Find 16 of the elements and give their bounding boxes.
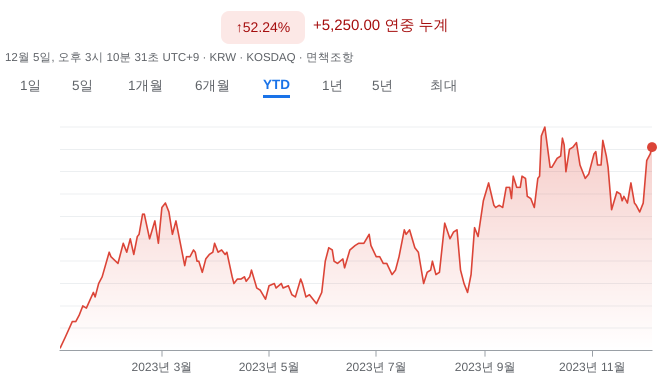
text: 5일	[72, 77, 94, 95]
x-tick-label: 2023년 7월	[346, 360, 407, 374]
x-tick-label: 2023년 3월	[132, 360, 192, 374]
text: 최대	[430, 77, 458, 95]
text: 5년	[372, 77, 394, 95]
x-tick-label: 2023년 9월	[454, 360, 516, 374]
text: 1년	[322, 77, 344, 95]
text: 6개월	[195, 77, 231, 95]
text: ↑52.24%	[221, 11, 305, 44]
text: 1개월	[128, 77, 164, 95]
text: 1일	[20, 77, 42, 95]
text: 12월 5일, 오후 3시 10분 31초 UTC+9 · KRW · KOSDAQ · 면책조항	[5, 51, 354, 65]
text: +5,250.00 연중 누계	[313, 16, 448, 35]
text: YTD	[263, 77, 290, 98]
x-tick-label: 2023년 5월	[238, 360, 300, 374]
x-tick-label: 2023년 11월	[559, 360, 626, 374]
